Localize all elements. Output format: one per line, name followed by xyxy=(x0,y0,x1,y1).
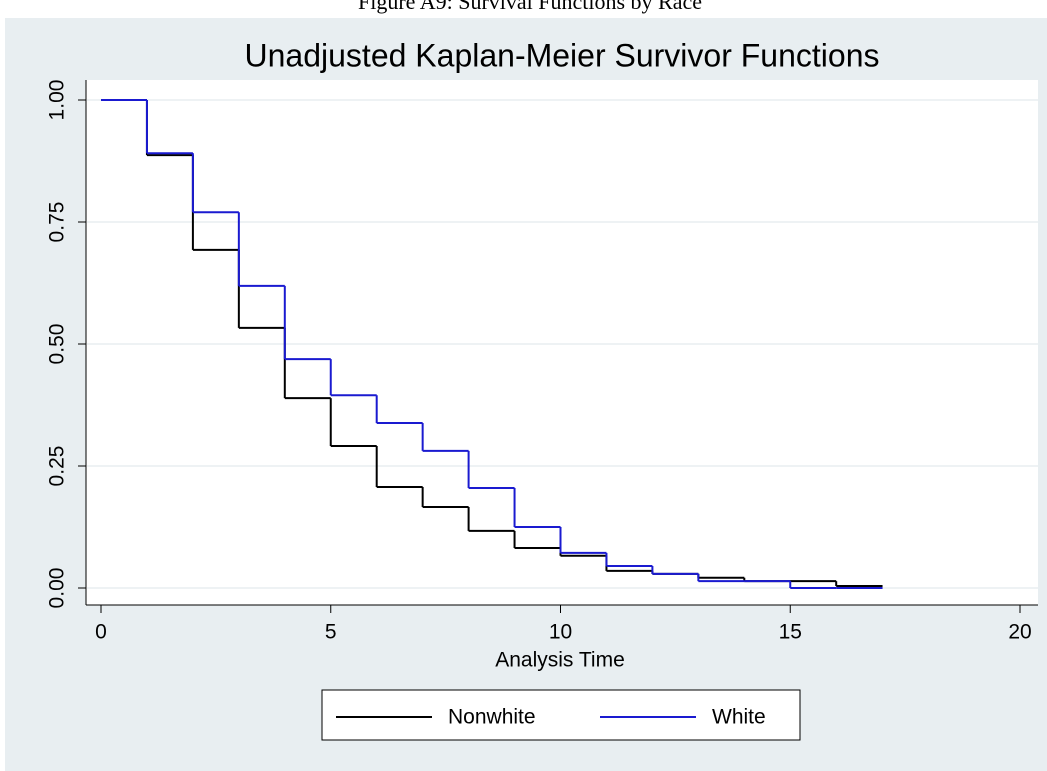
y-tick-label: 0.75 xyxy=(46,202,69,243)
caption: Figure A9: Survival Functions by Race xyxy=(358,0,702,14)
legend xyxy=(321,689,801,741)
x-tick-label: 0 xyxy=(95,621,107,644)
x-tick-label: 15 xyxy=(779,621,802,644)
y-tick-label: 1.00 xyxy=(46,80,69,121)
y-tick-label: 0.25 xyxy=(46,446,69,487)
plot-area xyxy=(86,80,1038,605)
legend-label: Nonwhite xyxy=(448,706,536,729)
chart-title: Unadjusted Kaplan-Meier Survivor Functio… xyxy=(245,37,880,73)
y-tick-label: 0.00 xyxy=(46,568,69,609)
y-tick-label: 0.50 xyxy=(46,324,69,365)
x-tick-label: 20 xyxy=(1008,621,1031,644)
legend-label: White xyxy=(712,706,766,729)
x-axis-title: Analysis Time xyxy=(495,649,625,672)
x-tick-label: 5 xyxy=(325,621,337,644)
x-tick-label: 10 xyxy=(549,621,572,644)
